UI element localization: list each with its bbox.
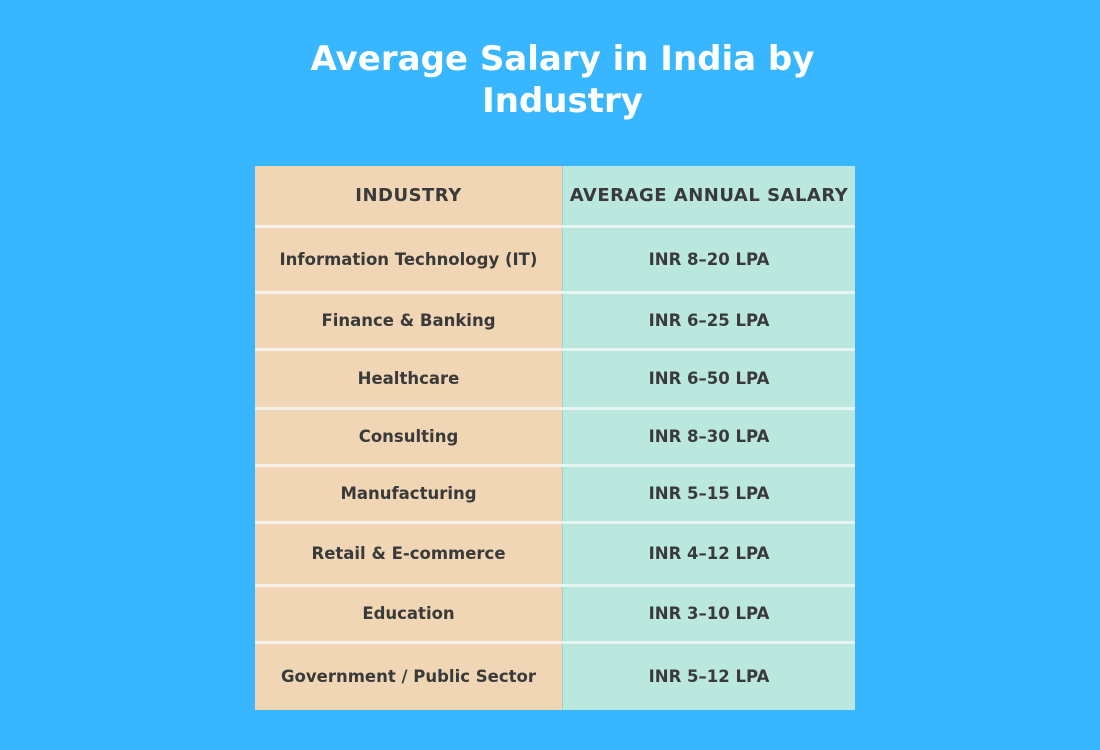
- row-divider: [255, 407, 855, 410]
- table-row: Education INR 3–10 LPA: [255, 587, 855, 641]
- industry-cell: Healthcare: [255, 351, 562, 407]
- table-row: Consulting INR 8–30 LPA: [255, 410, 855, 464]
- industry-cell: Government / Public Sector: [255, 644, 562, 710]
- table-row: Finance & Banking INR 6–25 LPA: [255, 294, 855, 348]
- industry-cell: Education: [255, 587, 562, 641]
- column-header-salary: AVERAGE ANNUAL SALARY: [562, 166, 855, 225]
- industry-cell: Manufacturing: [255, 467, 562, 521]
- salary-cell: INR 6–50 LPA: [562, 351, 855, 407]
- row-divider: [255, 641, 855, 644]
- table-row: Information Technology (IT) INR 8–20 LPA: [255, 228, 855, 291]
- industry-cell: Retail & E-commerce: [255, 524, 562, 584]
- table-row: Retail & E-commerce INR 4–12 LPA: [255, 524, 855, 584]
- table-row: Manufacturing INR 5–15 LPA: [255, 467, 855, 521]
- salary-table: INDUSTRY AVERAGE ANNUAL SALARY Informati…: [255, 166, 855, 710]
- salary-cell: INR 6–25 LPA: [562, 294, 855, 348]
- salary-cell: INR 5–12 LPA: [562, 644, 855, 710]
- salary-cell: INR 5–15 LPA: [562, 467, 855, 521]
- row-divider: [255, 464, 855, 467]
- industry-cell: Information Technology (IT): [255, 228, 562, 291]
- column-header-industry: INDUSTRY: [255, 166, 562, 225]
- salary-cell: INR 8–30 LPA: [562, 410, 855, 464]
- row-divider: [255, 584, 855, 587]
- industry-cell: Consulting: [255, 410, 562, 464]
- row-divider: [255, 521, 855, 524]
- table-row: Healthcare INR 6–50 LPA: [255, 351, 855, 407]
- table-row: Government / Public Sector INR 5–12 LPA: [255, 644, 855, 710]
- salary-cell: INR 3–10 LPA: [562, 587, 855, 641]
- row-divider: [255, 291, 855, 294]
- salary-cell: INR 8–20 LPA: [562, 228, 855, 291]
- industry-cell: Finance & Banking: [255, 294, 562, 348]
- row-divider: [255, 225, 855, 228]
- salary-cell: INR 4–12 LPA: [562, 524, 855, 584]
- table-header-row: INDUSTRY AVERAGE ANNUAL SALARY: [255, 166, 855, 225]
- chart-title: Average Salary in India by Industry: [310, 39, 815, 121]
- row-divider: [255, 348, 855, 351]
